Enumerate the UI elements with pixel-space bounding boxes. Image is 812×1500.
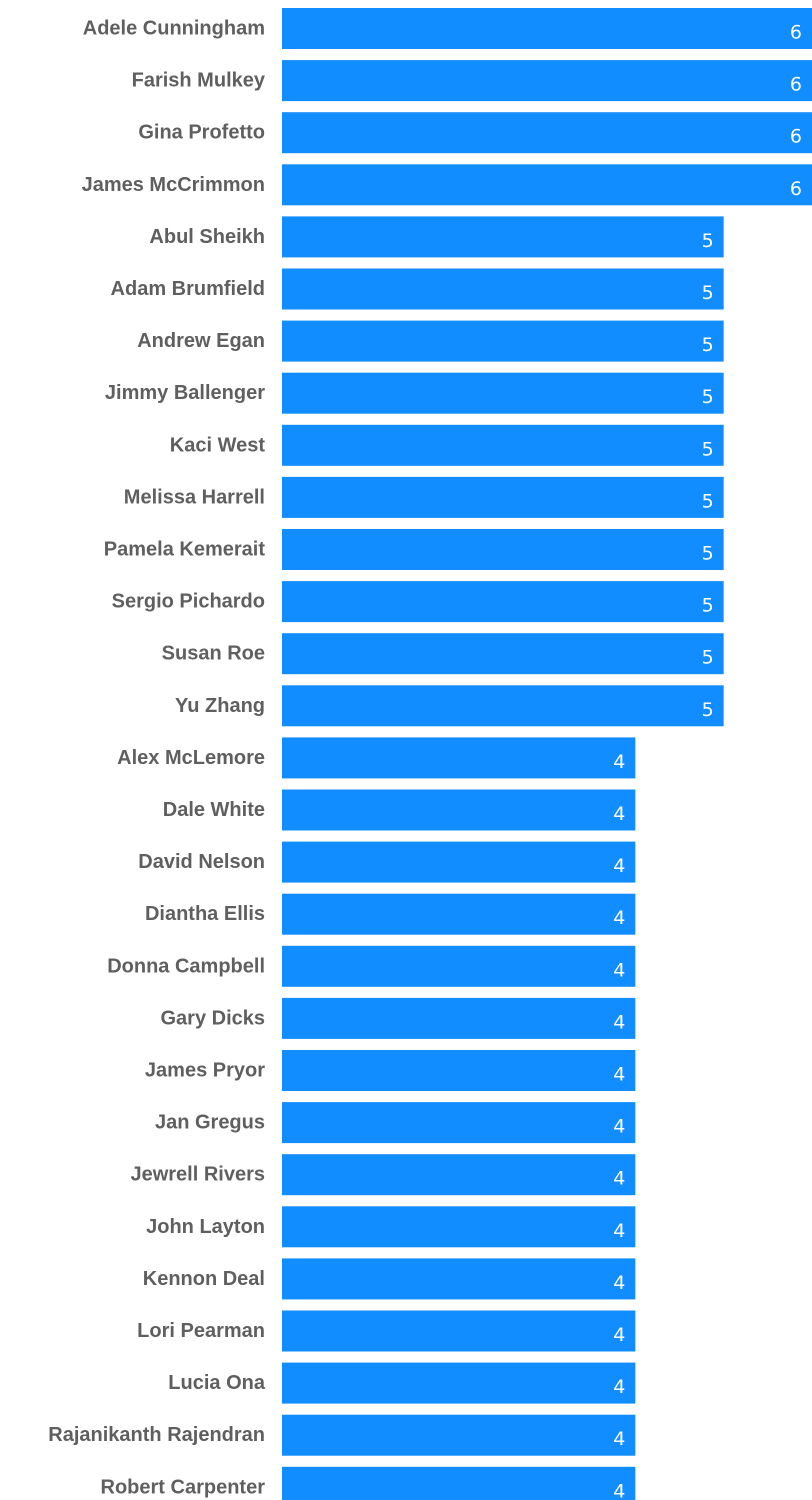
- bar-melissa-harrell[interactable]: [282, 476, 724, 518]
- bar-lucia-ona[interactable]: [282, 1362, 636, 1404]
- bar-yu-zhang[interactable]: [282, 685, 724, 727]
- category-label-farish-mulkey: Farish Mulkey: [132, 70, 266, 92]
- value-label-pamela-kemerait: 5: [702, 543, 714, 565]
- bar-robert-carpenter[interactable]: [282, 1466, 636, 1500]
- value-label-farish-mulkey: 6: [790, 74, 802, 96]
- value-label-adam-brumfield: 5: [702, 282, 714, 304]
- category-label-jan-gregus: Jan Gregus: [155, 1112, 265, 1134]
- category-label-adam-brumfield: Adam Brumfield: [111, 278, 265, 300]
- bar-gina-profetto[interactable]: [282, 112, 812, 154]
- bars-group: [282, 8, 812, 1500]
- bar-adele-cunningham[interactable]: [282, 8, 812, 49]
- bar-kaci-west[interactable]: [282, 424, 724, 466]
- bar-jan-gregus[interactable]: [282, 1102, 636, 1144]
- bar-andrew-egan[interactable]: [282, 320, 724, 362]
- value-label-kaci-west: 5: [702, 438, 714, 460]
- bar-david-nelson[interactable]: [282, 841, 636, 883]
- bar-rajanikanth-rajendran[interactable]: [282, 1414, 636, 1456]
- category-label-jimmy-ballenger: Jimmy Ballenger: [105, 382, 265, 404]
- bar-diantha-ellis[interactable]: [282, 893, 636, 935]
- bar-abul-sheikh[interactable]: [282, 216, 724, 258]
- bar-donna-campbell[interactable]: [282, 945, 636, 987]
- category-label-abul-sheikh: Abul Sheikh: [149, 226, 265, 248]
- category-label-pamela-kemerait: Pamela Kemerait: [104, 539, 266, 561]
- value-label-abul-sheikh: 5: [702, 230, 714, 252]
- category-label-rajanikanth-rajendran: Rajanikanth Rajendran: [48, 1424, 265, 1446]
- category-label-john-layton: John Layton: [146, 1216, 265, 1238]
- value-label-david-nelson: 4: [613, 855, 625, 877]
- category-label-melissa-harrell: Melissa Harrell: [124, 486, 265, 508]
- bar-jewrell-rivers[interactable]: [282, 1154, 636, 1196]
- value-label-dale-white: 4: [613, 803, 625, 825]
- category-label-andrew-egan: Andrew Egan: [137, 330, 265, 352]
- bar-pamela-kemerait[interactable]: [282, 529, 724, 570]
- category-label-gina-profetto: Gina Profetto: [138, 122, 265, 144]
- category-label-dale-white: Dale White: [163, 799, 265, 821]
- bar-jimmy-ballenger[interactable]: [282, 372, 724, 414]
- value-labels-group: 6 6 6 6 5 5 5 5 5 5 5 5 5 5 4 4 4 4 4 4 4 4 4 4 4 4 4 4 4: [613, 22, 802, 1500]
- category-label-yu-zhang: Yu Zhang: [175, 695, 265, 717]
- category-label-kennon-deal: Kennon Deal: [143, 1268, 265, 1290]
- value-label-kennon-deal: 4: [613, 1272, 625, 1294]
- value-label-jewrell-rivers: 4: [613, 1168, 625, 1190]
- value-label-andrew-egan: 5: [702, 334, 714, 356]
- category-label-alex-mclemore: Alex McLemore: [117, 747, 265, 769]
- value-label-gary-dicks: 4: [613, 1011, 625, 1033]
- bar-james-pryor[interactable]: [282, 1050, 636, 1091]
- value-label-sergio-pichardo: 5: [702, 595, 714, 617]
- category-label-susan-roe: Susan Roe: [162, 643, 265, 665]
- category-label-gary-dicks: Gary Dicks: [160, 1007, 265, 1029]
- category-label-robert-carpenter: Robert Carpenter: [101, 1476, 266, 1498]
- value-label-jimmy-ballenger: 5: [702, 386, 714, 408]
- value-label-james-pryor: 4: [613, 1064, 625, 1086]
- bar-susan-roe[interactable]: [282, 633, 724, 675]
- bar-kennon-deal[interactable]: [282, 1258, 636, 1300]
- bar-dale-white[interactable]: [282, 789, 636, 831]
- category-label-david-nelson: David Nelson: [138, 851, 265, 873]
- category-label-diantha-ellis: Diantha Ellis: [145, 903, 265, 925]
- bar-farish-mulkey[interactable]: [282, 60, 812, 102]
- bar-james-mccrimmon[interactable]: [282, 164, 812, 206]
- bar-sergio-pichardo[interactable]: [282, 581, 724, 623]
- bar-alex-mclemore[interactable]: [282, 737, 636, 779]
- category-label-sergio-pichardo: Sergio Pichardo: [112, 591, 265, 613]
- value-label-james-mccrimmon: 6: [790, 178, 802, 200]
- category-label-jewrell-rivers: Jewrell Rivers: [130, 1164, 265, 1186]
- value-label-melissa-harrell: 5: [702, 490, 714, 512]
- bar-gary-dicks[interactable]: [282, 997, 636, 1039]
- value-label-john-layton: 4: [613, 1220, 625, 1242]
- value-label-lucia-ona: 4: [613, 1376, 625, 1398]
- value-label-diantha-ellis: 4: [613, 907, 625, 929]
- value-label-adele-cunningham: 6: [790, 22, 802, 44]
- value-label-lori-pearman: 4: [613, 1324, 625, 1346]
- category-label-lori-pearman: Lori Pearman: [137, 1320, 265, 1342]
- value-label-donna-campbell: 4: [613, 959, 625, 981]
- value-label-susan-roe: 5: [702, 647, 714, 669]
- value-label-robert-carpenter: 4: [613, 1480, 625, 1500]
- category-label-james-pryor: James Pryor: [145, 1060, 265, 1082]
- bar-john-layton[interactable]: [282, 1206, 636, 1248]
- category-label-james-mccrimmon: James McCrimmon: [82, 174, 265, 196]
- bar-adam-brumfield[interactable]: [282, 268, 724, 310]
- value-label-alex-mclemore: 4: [613, 751, 625, 773]
- value-label-rajanikanth-rajendran: 4: [613, 1428, 625, 1450]
- value-label-jan-gregus: 4: [613, 1116, 625, 1138]
- category-labels-group: Adele Cunningham Farish Mulkey Gina Profet…: [48, 18, 266, 1499]
- bar-lori-pearman[interactable]: [282, 1310, 636, 1352]
- category-label-kaci-west: Kaci West: [170, 434, 266, 456]
- value-label-gina-profetto: 6: [790, 126, 802, 148]
- value-label-yu-zhang: 5: [702, 699, 714, 721]
- category-label-lucia-ona: Lucia Ona: [168, 1372, 266, 1394]
- category-label-donna-campbell: Donna Campbell: [107, 955, 265, 977]
- category-label-adele-cunningham: Adele Cunningham: [83, 18, 265, 40]
